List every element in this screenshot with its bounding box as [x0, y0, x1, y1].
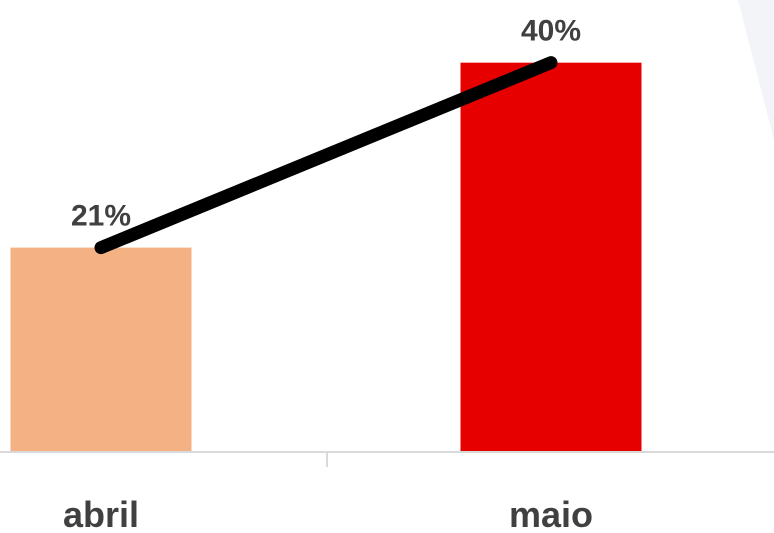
data-label-maio: 40%: [521, 15, 581, 48]
decorative-background-wedge: [738, 0, 774, 140]
trend-line: [94, 56, 558, 255]
x-tick-label-maio: maio: [509, 494, 593, 533]
bar-maio: [460, 62, 642, 453]
x-tick-label-abril: abril: [63, 494, 139, 533]
data-label-abril: 21%: [71, 200, 131, 233]
bar-abril: [10, 247, 192, 452]
